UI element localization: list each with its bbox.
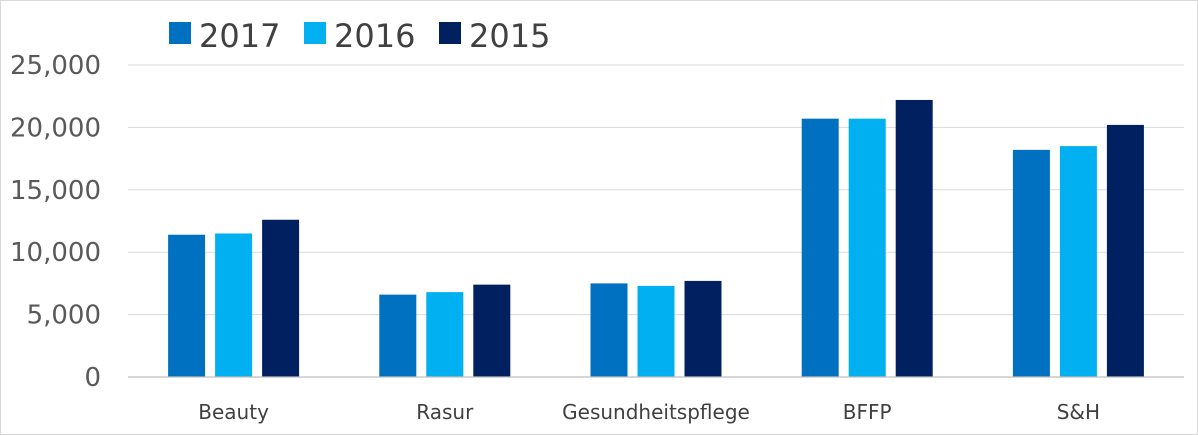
legend-swatch [439,22,461,44]
y-tick-label: 5,000 [27,301,101,331]
bar-2016-4 [1059,146,1097,377]
bar-2015-4 [1106,124,1144,378]
gridlines [128,64,1184,316]
bar-2017-0 [168,234,206,377]
y-tick-label: 25,000 [10,51,101,81]
bar-2017-4 [1012,149,1050,377]
bar-2015-3 [895,99,933,377]
bar-2016-2 [637,285,675,377]
bars [168,99,1144,378]
bar-2015-2 [684,280,722,377]
legend-swatch [304,22,326,44]
x-tick-label: Beauty [198,400,269,424]
y-tick-label: 10,000 [10,238,101,268]
x-axis: Beauty Rasur Gesundheitspflege BFFP S&H [128,376,1184,424]
y-axis: 0 5,000 10,000 15,000 20,000 25,000 [10,51,101,393]
legend-label: 2015 [469,17,550,55]
y-tick-label: 20,000 [10,113,101,143]
bar-2017-3 [801,118,839,377]
legend-label: 2016 [334,17,415,55]
legend-swatch [169,22,191,44]
y-tick-label: 15,000 [10,176,101,206]
legend-label: 2017 [199,17,280,55]
x-tick-label: BFFP [843,400,892,424]
x-tick-label: Rasur [416,400,474,424]
bar-2016-1 [426,292,464,377]
bar-2016-3 [848,118,886,377]
legend: 2017 2016 2015 [169,17,550,55]
bar-2017-2 [590,283,628,377]
bar-2016-0 [215,233,253,377]
y-tick-label: 0 [84,363,101,393]
x-tick-label: S&H [1057,400,1100,424]
bar-2015-1 [473,284,511,377]
x-tick-label: Gesundheitspflege [562,400,750,424]
bar-2015-0 [262,219,300,377]
bar-2017-1 [379,294,417,377]
